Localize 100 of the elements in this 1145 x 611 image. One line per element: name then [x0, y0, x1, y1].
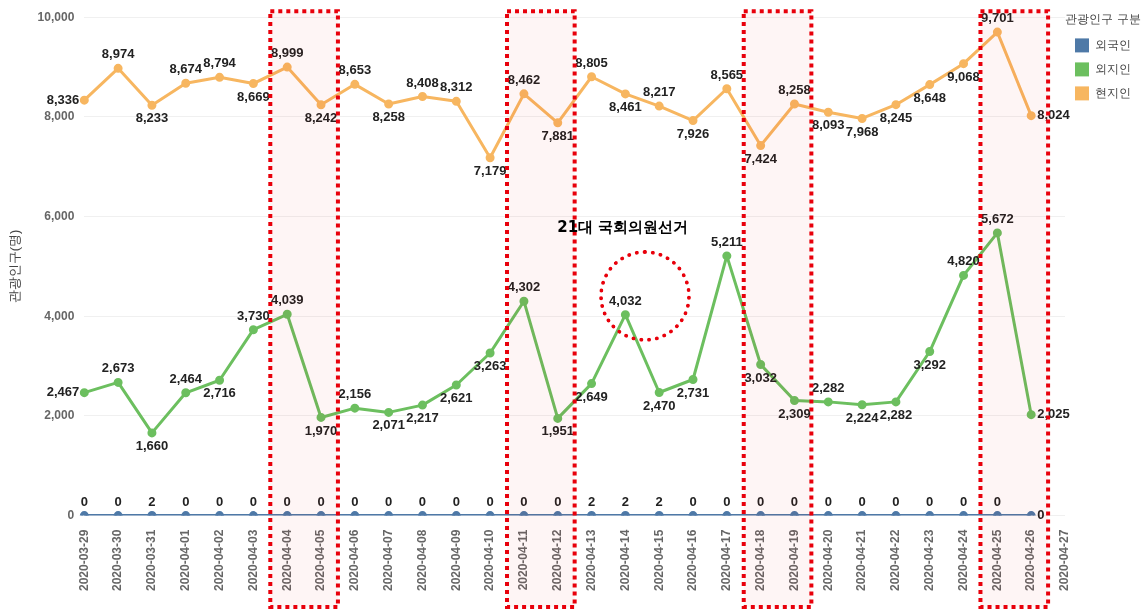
y-tick-label: 0 — [67, 507, 75, 522]
data-label: 8,462 — [507, 71, 541, 87]
x-tick-label: 2020-04-21 — [854, 529, 869, 592]
data-label: 8,242 — [304, 109, 338, 125]
data-label: 8,258 — [372, 109, 405, 125]
data-label: 8,336 — [46, 91, 80, 107]
point — [756, 360, 766, 369]
point — [925, 347, 935, 357]
point — [316, 412, 326, 422]
data-label: 8,461 — [609, 98, 642, 114]
data-label: 0 — [959, 493, 968, 509]
x-tick-label: 2020-04-15 — [651, 529, 666, 592]
point — [384, 407, 394, 417]
data-label: 7,179 — [473, 162, 507, 178]
x-tick-label: 2020-04-03 — [245, 529, 260, 592]
data-label: 8,674 — [169, 61, 203, 77]
data-label: 0 — [554, 493, 562, 509]
point — [789, 99, 799, 109]
data-label: 0 — [824, 493, 832, 509]
point — [282, 309, 292, 319]
x-tick-label: 2020-04-20 — [820, 529, 835, 592]
point — [215, 72, 225, 82]
point — [857, 400, 867, 410]
data-label: 2,025 — [1037, 406, 1070, 422]
data-label: 2 — [655, 493, 663, 509]
data-label: 7,926 — [676, 125, 710, 141]
x-tick-label: 2020-04-01 — [178, 529, 193, 592]
data-label: 5,211 — [710, 233, 743, 249]
data-label: 0 — [249, 493, 258, 509]
data-label: 0 — [858, 493, 866, 509]
point — [992, 228, 1002, 238]
legend-label: 현지인 — [1095, 85, 1131, 100]
point — [823, 397, 833, 407]
x-tick-label: 2020-03-29 — [76, 529, 91, 592]
point — [350, 403, 360, 413]
y-tick-label: 6,000 — [44, 208, 75, 223]
x-tick-label: 2020-04-16 — [685, 529, 700, 592]
point — [992, 27, 1002, 37]
point — [789, 396, 799, 406]
x-tick-label: 2020-04-19 — [786, 529, 801, 592]
x-tick-label: 2020-04-04 — [279, 529, 294, 592]
y-tick-label: 2,000 — [44, 408, 75, 423]
data-label: 1,951 — [541, 423, 575, 439]
data-label: 8,669 — [237, 88, 270, 104]
data-label: 8,024 — [1037, 107, 1071, 123]
data-label: 0 — [486, 493, 494, 509]
data-label: 0 — [926, 493, 934, 509]
y-tick-label: 10,000 — [37, 9, 75, 24]
point — [79, 388, 89, 398]
data-label: 4,032 — [609, 292, 642, 308]
point — [925, 80, 935, 90]
x-tick-label: 2020-04-26 — [1023, 529, 1038, 592]
data-label: 2,071 — [372, 417, 405, 433]
data-label: 8,233 — [135, 110, 169, 126]
point — [181, 78, 191, 88]
data-label: 0 — [520, 493, 528, 509]
data-label: 9,701 — [981, 10, 1014, 26]
data-label: 8,653 — [338, 62, 372, 78]
point — [620, 310, 630, 320]
point — [722, 251, 732, 261]
x-tick-label: 2020-04-13 — [583, 529, 598, 592]
data-label: 0 — [182, 493, 190, 509]
x-tick-label: 2020-04-09 — [448, 529, 463, 592]
x-tick-label: 2020-04-08 — [414, 529, 429, 592]
data-label: 0 — [892, 493, 900, 509]
data-label: 0 — [452, 493, 460, 509]
data-label: 2,470 — [642, 397, 676, 413]
x-tick-label: 2020-04-23 — [922, 529, 937, 592]
data-label: 8,217 — [642, 84, 676, 100]
point — [857, 113, 867, 123]
data-label: 8,648 — [913, 89, 946, 105]
data-label: 8,245 — [879, 109, 913, 125]
legend-label: 외국인 — [1095, 37, 1131, 52]
data-label: 2,217 — [406, 410, 439, 426]
data-label: 0 — [689, 493, 697, 509]
data-label: 8,565 — [710, 66, 744, 82]
point — [384, 99, 394, 109]
data-label: 2,309 — [778, 405, 811, 421]
data-label: 0 — [1037, 507, 1045, 523]
point — [1026, 410, 1036, 420]
point — [959, 270, 969, 280]
data-label: 0 — [723, 493, 731, 509]
y-axis-title: 관광인구(명) — [7, 229, 23, 304]
data-label: 8,805 — [575, 54, 608, 70]
data-label: 4,039 — [270, 292, 304, 308]
data-label: 8,408 — [406, 74, 439, 90]
data-label: 8,974 — [101, 46, 136, 62]
data-label: 0 — [385, 493, 393, 509]
point — [215, 375, 225, 385]
point — [485, 348, 495, 358]
point — [1026, 111, 1036, 121]
point — [451, 380, 461, 390]
point — [688, 375, 698, 384]
x-tick-label: 2020-04-18 — [752, 529, 767, 592]
data-label: 9,068 — [947, 68, 980, 84]
point — [113, 63, 123, 73]
x-tick-label: 2020-03-30 — [110, 529, 125, 592]
point — [248, 325, 258, 335]
data-label: 2,156 — [338, 386, 372, 402]
point — [451, 96, 461, 106]
